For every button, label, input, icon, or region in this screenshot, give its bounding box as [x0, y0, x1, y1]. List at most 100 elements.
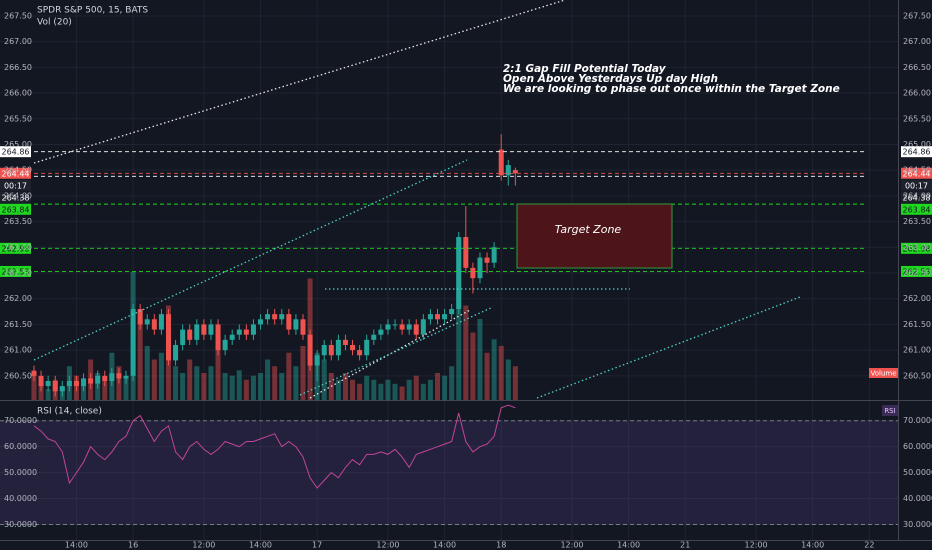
candle-body — [31, 370, 37, 376]
volume-bar — [477, 319, 483, 400]
level-box — [901, 191, 932, 203]
candle-body — [449, 308, 455, 315]
candle-body — [328, 344, 334, 356]
y-tick-label-left: 265.00 — [4, 140, 32, 149]
volume-bar — [293, 366, 299, 400]
y-tick-label-left: 266.00 — [4, 89, 32, 98]
candle-body — [477, 257, 483, 279]
candle-body — [173, 344, 179, 361]
rsi-tag: RSI — [884, 407, 895, 415]
candle-body — [38, 375, 44, 387]
candle-body — [470, 267, 476, 279]
volume-bar — [505, 359, 511, 400]
y-tick-label: 263.00 — [903, 243, 931, 252]
x-tick-label: 16 — [128, 541, 138, 550]
volume-bar — [449, 366, 455, 400]
volume-bar — [427, 379, 433, 400]
volume-bar — [194, 366, 200, 400]
level-box — [0, 167, 31, 179]
volume-bar — [364, 375, 370, 400]
volume-bar — [31, 373, 37, 400]
volume-bar — [243, 379, 249, 400]
candle-body — [88, 378, 94, 384]
volume-bar — [378, 383, 384, 400]
candle-body — [265, 314, 271, 320]
volume-tag-box — [869, 368, 898, 378]
rsi-tick-label: 30.0000 — [903, 520, 932, 529]
volume-bar — [335, 379, 341, 400]
volume-bar — [321, 359, 327, 400]
candle-body — [420, 319, 426, 335]
level-box — [901, 167, 932, 179]
volume-bar — [137, 319, 143, 400]
y-tick-label-left: 267.50 — [4, 11, 32, 20]
volume-bar — [406, 379, 412, 400]
candle-body — [512, 170, 518, 174]
rsi-line — [33, 404, 516, 489]
candle-body — [208, 324, 214, 335]
candle-body — [144, 319, 150, 325]
volume-bar — [434, 373, 440, 400]
candle-body — [109, 373, 115, 381]
y-tick-label-left: 263.50 — [4, 217, 32, 226]
volume-bar — [399, 386, 405, 400]
volume-bar — [215, 346, 221, 400]
candle-body — [442, 314, 448, 320]
x-tick-label: 22 — [864, 541, 874, 550]
y-tick-label-left: 261.00 — [4, 346, 32, 355]
level-box — [901, 203, 932, 215]
rsi-band — [0, 420, 898, 525]
volume-bar — [413, 375, 419, 400]
candle-body — [73, 380, 79, 387]
rsi-tick-label-left: 40.0000 — [4, 494, 37, 503]
volume-bar — [484, 352, 490, 400]
candle-body — [399, 324, 405, 330]
candle-body — [484, 257, 490, 263]
volume-bar — [385, 379, 391, 400]
volume-bar — [229, 375, 235, 400]
volume-bar — [342, 373, 348, 400]
x-tick-label: 12:00 — [192, 541, 215, 550]
annotation: Open Above Yesterdays Up day High — [503, 73, 718, 85]
rsi-tick-label-left: 70.0000 — [4, 416, 37, 425]
candle-body — [151, 319, 157, 330]
y-tick-label: 260.50 — [903, 371, 931, 380]
level-box — [0, 203, 31, 215]
volume-bar — [258, 373, 264, 400]
level-box — [0, 242, 31, 254]
candle-body — [293, 319, 299, 330]
candle-body — [307, 334, 313, 366]
x-tick-label: 14:00 — [617, 541, 640, 550]
candle-body — [427, 314, 433, 320]
volume-bar — [272, 366, 278, 400]
y-tick-label-left: 260.50 — [4, 371, 32, 380]
level-box — [901, 146, 932, 158]
candle-body — [335, 339, 341, 356]
volume-bar — [201, 373, 207, 400]
candle-body — [187, 329, 193, 340]
volume-bar — [38, 383, 44, 400]
candle-body — [491, 247, 497, 263]
candle-body — [505, 165, 511, 176]
candle-body — [272, 314, 278, 320]
volume-bar — [158, 352, 164, 400]
candle-body — [194, 324, 200, 340]
x-tick-label: 14:00 — [433, 541, 456, 550]
candle-body — [59, 386, 65, 392]
candle-body — [371, 334, 377, 340]
candle-body — [243, 329, 249, 335]
level-label: 262.98 — [903, 244, 931, 253]
candle-body — [45, 380, 51, 387]
candle-body — [81, 378, 87, 387]
y-tick-label-left: 267.00 — [4, 37, 32, 46]
y-tick-label: 266.00 — [903, 89, 931, 98]
level-label: 264.44 — [903, 169, 931, 178]
candle-body — [321, 344, 327, 356]
rsi-tick-label-left: 60.0000 — [4, 442, 37, 451]
candle-body — [498, 149, 504, 176]
volume-bar — [180, 373, 186, 400]
volume-bar — [222, 373, 228, 400]
volume-bar — [512, 366, 518, 400]
